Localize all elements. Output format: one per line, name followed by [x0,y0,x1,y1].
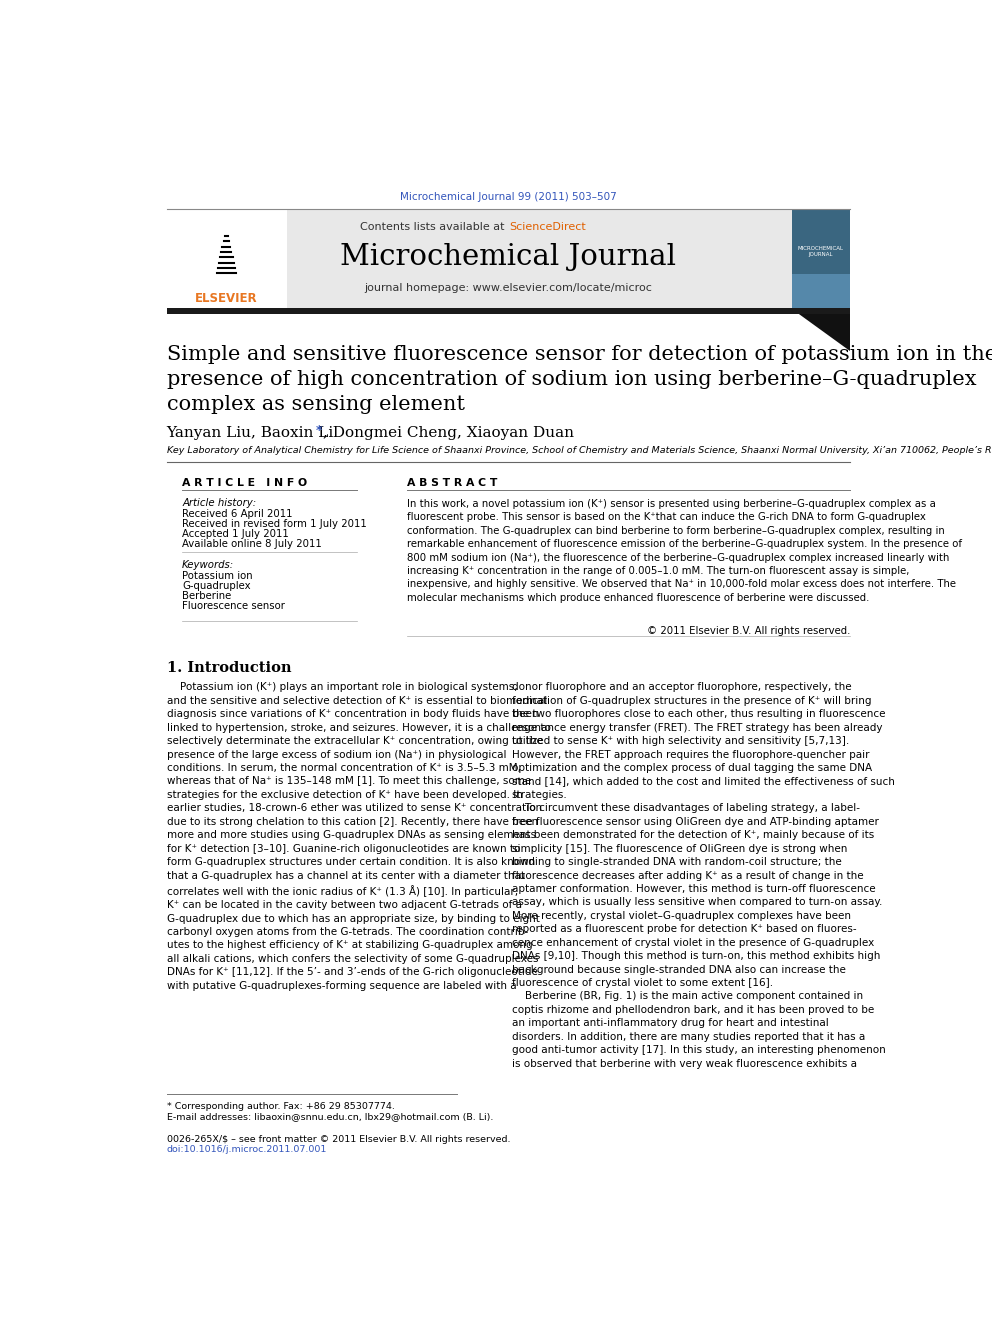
Text: G-quadruplex: G-quadruplex [183,581,251,591]
Text: Key Laboratory of Analytical Chemistry for Life Science of Shaanxi Province, Sch: Key Laboratory of Analytical Chemistry f… [167,446,992,455]
Text: In this work, a novel potassium ion (K⁺) sensor is presented using berberine–G-q: In this work, a novel potassium ion (K⁺)… [407,499,962,602]
Text: © 2011 Elsevier B.V. All rights reserved.: © 2011 Elsevier B.V. All rights reserved… [647,626,850,636]
Polygon shape [792,308,850,352]
Text: * Corresponding author. Fax: +86 29 85307774.: * Corresponding author. Fax: +86 29 8530… [167,1102,395,1111]
Text: E-mail addresses: libaoxin@snnu.edu.cn, lbx29@hotmail.com (B. Li).: E-mail addresses: libaoxin@snnu.edu.cn, … [167,1113,493,1121]
Text: A B S T R A C T: A B S T R A C T [407,479,497,488]
Text: MICROCHEMICAL
JOURNAL: MICROCHEMICAL JOURNAL [798,246,844,257]
Bar [287,210,792,308]
Text: Received in revised form 1 July 2011: Received in revised form 1 July 2011 [183,519,367,529]
Text: Fluorescence sensor: Fluorescence sensor [183,601,285,611]
Text: Microchemical Journal 99 (2011) 503–507: Microchemical Journal 99 (2011) 503–507 [400,192,617,202]
Text: Keywords:: Keywords: [183,560,234,570]
Text: Received 6 April 2011: Received 6 April 2011 [183,509,293,519]
Text: Contents lists available at: Contents lists available at [360,221,509,232]
Text: Microchemical Journal: Microchemical Journal [340,243,677,271]
Bar [792,210,850,274]
Text: *: * [315,423,322,437]
Text: , Dongmei Cheng, Xiaoyan Duan: , Dongmei Cheng, Xiaoyan Duan [323,426,574,441]
Text: Berberine: Berberine [183,591,231,601]
Text: Accepted 1 July 2011: Accepted 1 July 2011 [183,529,289,540]
Text: Yanyan Liu, Baoxin Li: Yanyan Liu, Baoxin Li [167,426,338,441]
Text: ScienceDirect: ScienceDirect [509,221,586,232]
Bar [792,210,850,308]
Text: doi:10.1016/j.microc.2011.07.001: doi:10.1016/j.microc.2011.07.001 [167,1146,327,1154]
Bar [167,210,287,308]
Text: 1. Introduction: 1. Introduction [167,660,291,675]
Text: A R T I C L E   I N F O: A R T I C L E I N F O [183,479,308,488]
Text: 0026-265X/$ – see front matter © 2011 Elsevier B.V. All rights reserved.: 0026-265X/$ – see front matter © 2011 El… [167,1135,510,1144]
Text: Article history:: Article history: [183,499,256,508]
Text: donor fluorophore and an acceptor fluorophore, respectively, the
formation of G-: donor fluorophore and an acceptor fluoro… [512,683,895,1069]
Text: ELSEVIER: ELSEVIER [195,292,258,306]
Text: Potassium ion: Potassium ion [183,570,253,581]
Bar [167,308,850,315]
Text: Potassium ion (K⁺) plays an important role in biological systems,
and the sensit: Potassium ion (K⁺) plays an important ro… [167,683,551,991]
Text: journal homepage: www.elsevier.com/locate/microc: journal homepage: www.elsevier.com/locat… [364,283,653,294]
Text: Available online 8 July 2011: Available online 8 July 2011 [183,540,321,549]
Text: Simple and sensitive fluorescence sensor for detection of potassium ion in the
p: Simple and sensitive fluorescence sensor… [167,345,992,414]
